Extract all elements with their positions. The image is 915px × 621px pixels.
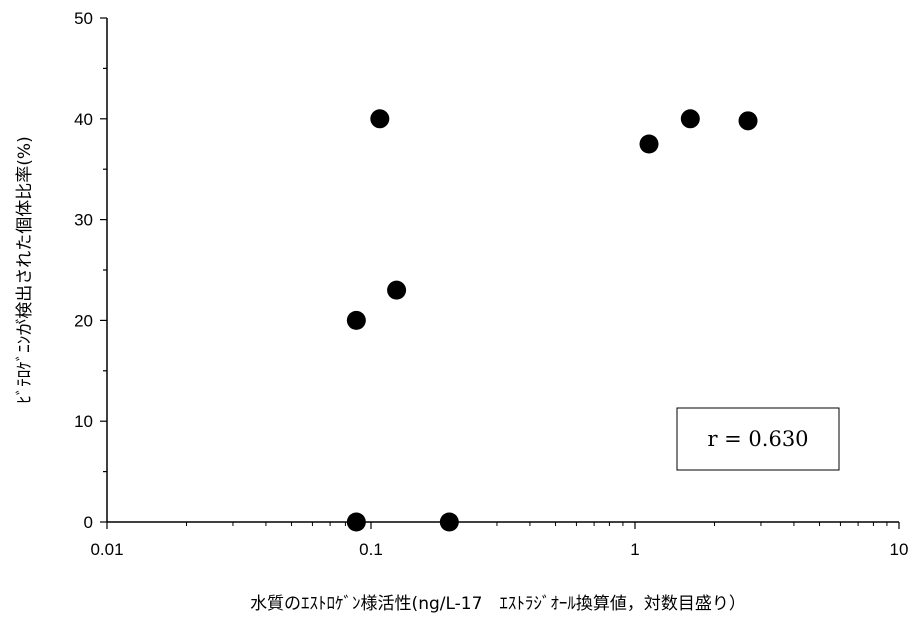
data-point [346, 310, 366, 330]
y-axis-ticks: 0 10 20 30 40 50 [74, 9, 107, 532]
y-tick-label: 10 [74, 412, 93, 431]
correlation-box: r = 0.630 [676, 407, 840, 471]
x-axis-title: 水質のｴｽﾄﾛｹﾞﾝ様活性(ng/L-17 ｴｽﾄﾗｼﾞｵｰﾙ換算値，対数目盛り… [250, 594, 746, 614]
x-tick-label: 10 [890, 540, 909, 559]
y-tick-label: 20 [74, 311, 93, 330]
x-tick-label: 0.01 [90, 540, 123, 559]
data-point [738, 111, 758, 131]
correlation-annotation: r = 0.630 [707, 427, 808, 451]
data-points [346, 109, 758, 532]
y-tick-label: 0 [84, 513, 93, 532]
y-tick-label: 30 [74, 211, 93, 230]
data-point [346, 512, 366, 532]
y-axis-title: ﾋﾞﾃﾛｹﾞﾆﾝが検出された個体比率(%) [15, 136, 35, 403]
data-point [370, 109, 390, 129]
y-tick-label: 50 [74, 9, 93, 28]
data-point [387, 280, 407, 300]
data-point [639, 134, 659, 154]
annotation-frame [676, 407, 840, 471]
y-tick-label: 40 [74, 110, 93, 129]
x-tick-label: 0.1 [359, 540, 383, 559]
data-point [439, 512, 459, 532]
x-tick-label: 1 [630, 540, 639, 559]
data-point [680, 109, 700, 129]
